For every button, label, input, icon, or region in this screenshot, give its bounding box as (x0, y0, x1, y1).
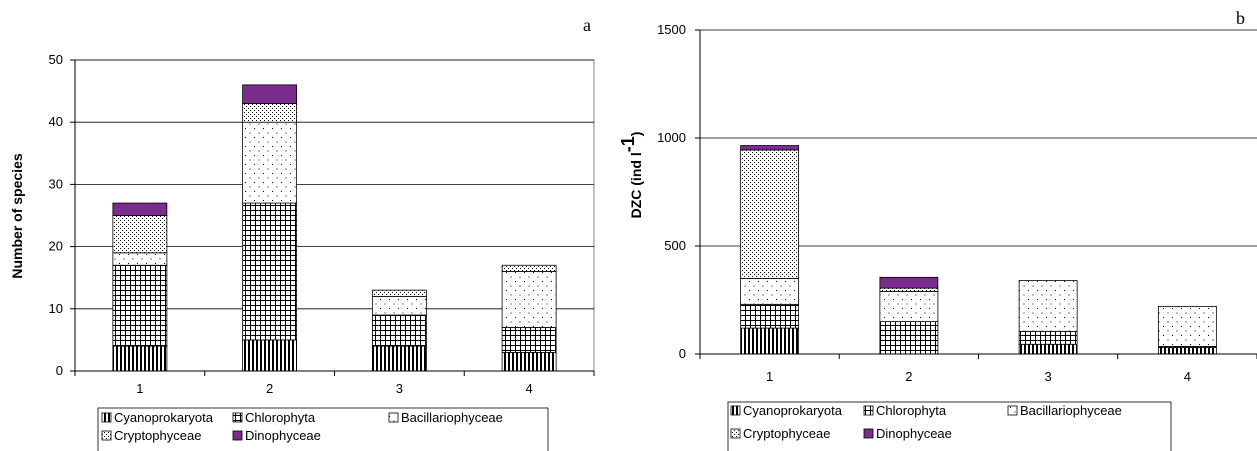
y-tick-label: 0 (56, 363, 63, 378)
legend-label-cryptophyceae: Cryptophyceae (114, 428, 201, 443)
x-tick-label: 2 (905, 369, 912, 384)
bar-chlorophyta-2 (879, 321, 939, 355)
legend-box (727, 401, 1172, 451)
legend-label-cryptophyceae: Cryptophyceae (743, 426, 830, 441)
bar-cyanoprokaryota-1 (112, 345, 168, 372)
bar-chlorophyta-1 (112, 264, 168, 347)
bar-bacillariophyceae-2 (879, 290, 939, 322)
bar-dinophyceae-1 (740, 145, 800, 151)
x-tick-label: 3 (396, 381, 403, 396)
bar-bacillariophyceae-3 (371, 295, 427, 316)
legend-label-dinophyceae: Dinophyceae (245, 428, 321, 443)
y-axis-label: Number of species (9, 153, 25, 278)
bar-cryptophyceae-2 (242, 103, 298, 123)
x-tick-label: 1 (766, 369, 773, 384)
bar-chlorophyta-3 (371, 314, 427, 347)
legend-swatch-cyanoprokaryota (730, 405, 741, 416)
bar-dinophyceae-1 (112, 202, 168, 216)
x-tick-label: 1 (136, 381, 143, 396)
legend-label-dinophyceae: Dinophyceae (876, 426, 952, 441)
y-axis-label-tail: ) (628, 132, 644, 137)
legend-label-bacillariophyceae: Bacillariophyceae (1020, 403, 1122, 418)
legend: Cyanoprokaryota Chlorophyta Bacillariophyc… (727, 401, 1172, 451)
legend-swatch-cyanoprokaryota (101, 412, 112, 423)
bars (112, 84, 557, 372)
bar-chlorophyta-1 (740, 303, 800, 329)
bar-bacillariophyceae-3 (1018, 280, 1078, 332)
legend-swatch-bacillariophyceae (1007, 405, 1018, 416)
y-axis-label-main: DZC (ind l (628, 152, 644, 218)
legend-swatch-cryptophyceae (101, 430, 112, 441)
legend-swatch-chlorophyta (232, 412, 243, 423)
bar-cyanoprokaryota-3 (371, 345, 427, 372)
bar-bacillariophyceae-4 (1157, 306, 1217, 347)
y-tick-label: 40 (49, 114, 63, 129)
bar-cryptophyceae-4 (501, 264, 557, 272)
y-tick-label: 50 (49, 52, 63, 67)
y-tick-label: 0 (679, 346, 686, 361)
x-tick-label: 2 (266, 381, 273, 396)
y-tick-label: 500 (664, 238, 686, 253)
legend-label-bacillariophyceae: Bacillariophyceae (401, 410, 503, 425)
bar-cyanoprokaryota-4 (1157, 347, 1217, 355)
y-axis-label-superscript: -1 (618, 136, 638, 152)
bar-chlorophyta-4 (501, 327, 557, 353)
bar-cyanoprokaryota-1 (740, 327, 800, 355)
legend-label-chlorophyta: Chlorophyta (876, 403, 947, 418)
legend-swatch-bacillariophyceae (388, 412, 399, 423)
legend-swatch-cryptophyceae (730, 428, 741, 439)
y-tick-label: 1500 (657, 22, 686, 37)
legend-label-chlorophyta: Chlorophyta (245, 410, 316, 425)
y-axis-label: DZC (ind l-1) (618, 132, 644, 219)
bar-cyanoprokaryota-2 (242, 339, 298, 372)
bar-cryptophyceae-3 (371, 289, 427, 297)
axes: 0 10 20 30 40 50 1 2 3 4 (49, 52, 595, 396)
bar-cryptophyceae-2 (879, 287, 939, 292)
bar-bacillariophyceae-1 (740, 277, 800, 305)
bar-cyanoprokaryota-3 (1018, 343, 1078, 355)
bar-bacillariophyceae-2 (242, 121, 298, 204)
y-tick-label: 10 (49, 301, 63, 316)
panel-label: b (1236, 8, 1245, 28)
bar-bacillariophyceae-1 (112, 252, 168, 266)
bar-dinophyceae-2 (879, 276, 939, 289)
x-tick-label: 3 (1045, 369, 1052, 384)
bar-chlorophyta-3 (1018, 330, 1078, 345)
bar-bacillariophyceae-4 (501, 271, 557, 328)
x-tick-label: 4 (1184, 369, 1191, 384)
bar-cyanoprokaryota-4 (501, 351, 557, 372)
bars (740, 145, 1217, 355)
bar-cryptophyceae-1 (740, 149, 800, 279)
legend-swatch-chlorophyta (863, 405, 874, 416)
y-tick-label: 1000 (657, 130, 686, 145)
legend-box (97, 407, 549, 451)
legend-label-cyanoprokaryota: Cyanoprokaryota (743, 403, 843, 418)
x-tick-label: 4 (526, 381, 533, 396)
legend-swatch-dinophyceae (863, 428, 874, 439)
bar-dinophyceae-2 (242, 84, 298, 104)
panel-label: a (583, 15, 591, 35)
legend-label-cyanoprokaryota: Cyanoprokaryota (114, 410, 214, 425)
axes: 0 500 1000 1500 1 2 3 4 (657, 22, 1257, 384)
bar-chlorophyta-2 (242, 202, 298, 341)
y-tick-label: 30 (49, 176, 63, 191)
bar-cryptophyceae-1 (112, 215, 168, 254)
legend-swatch-dinophyceae (232, 430, 243, 441)
y-tick-label: 20 (49, 239, 63, 254)
chart-panel-b: 0 500 1000 1500 1 2 3 4 b DZC (ind l-1) Cyanopr… (618, 8, 1257, 451)
legend: Cyanoprokaryota Chlorophyta Bacillariophyc… (97, 407, 549, 451)
chart-panel-a: 0 10 20 30 40 50 1 2 3 4 a Number of species Cyan… (9, 15, 595, 451)
